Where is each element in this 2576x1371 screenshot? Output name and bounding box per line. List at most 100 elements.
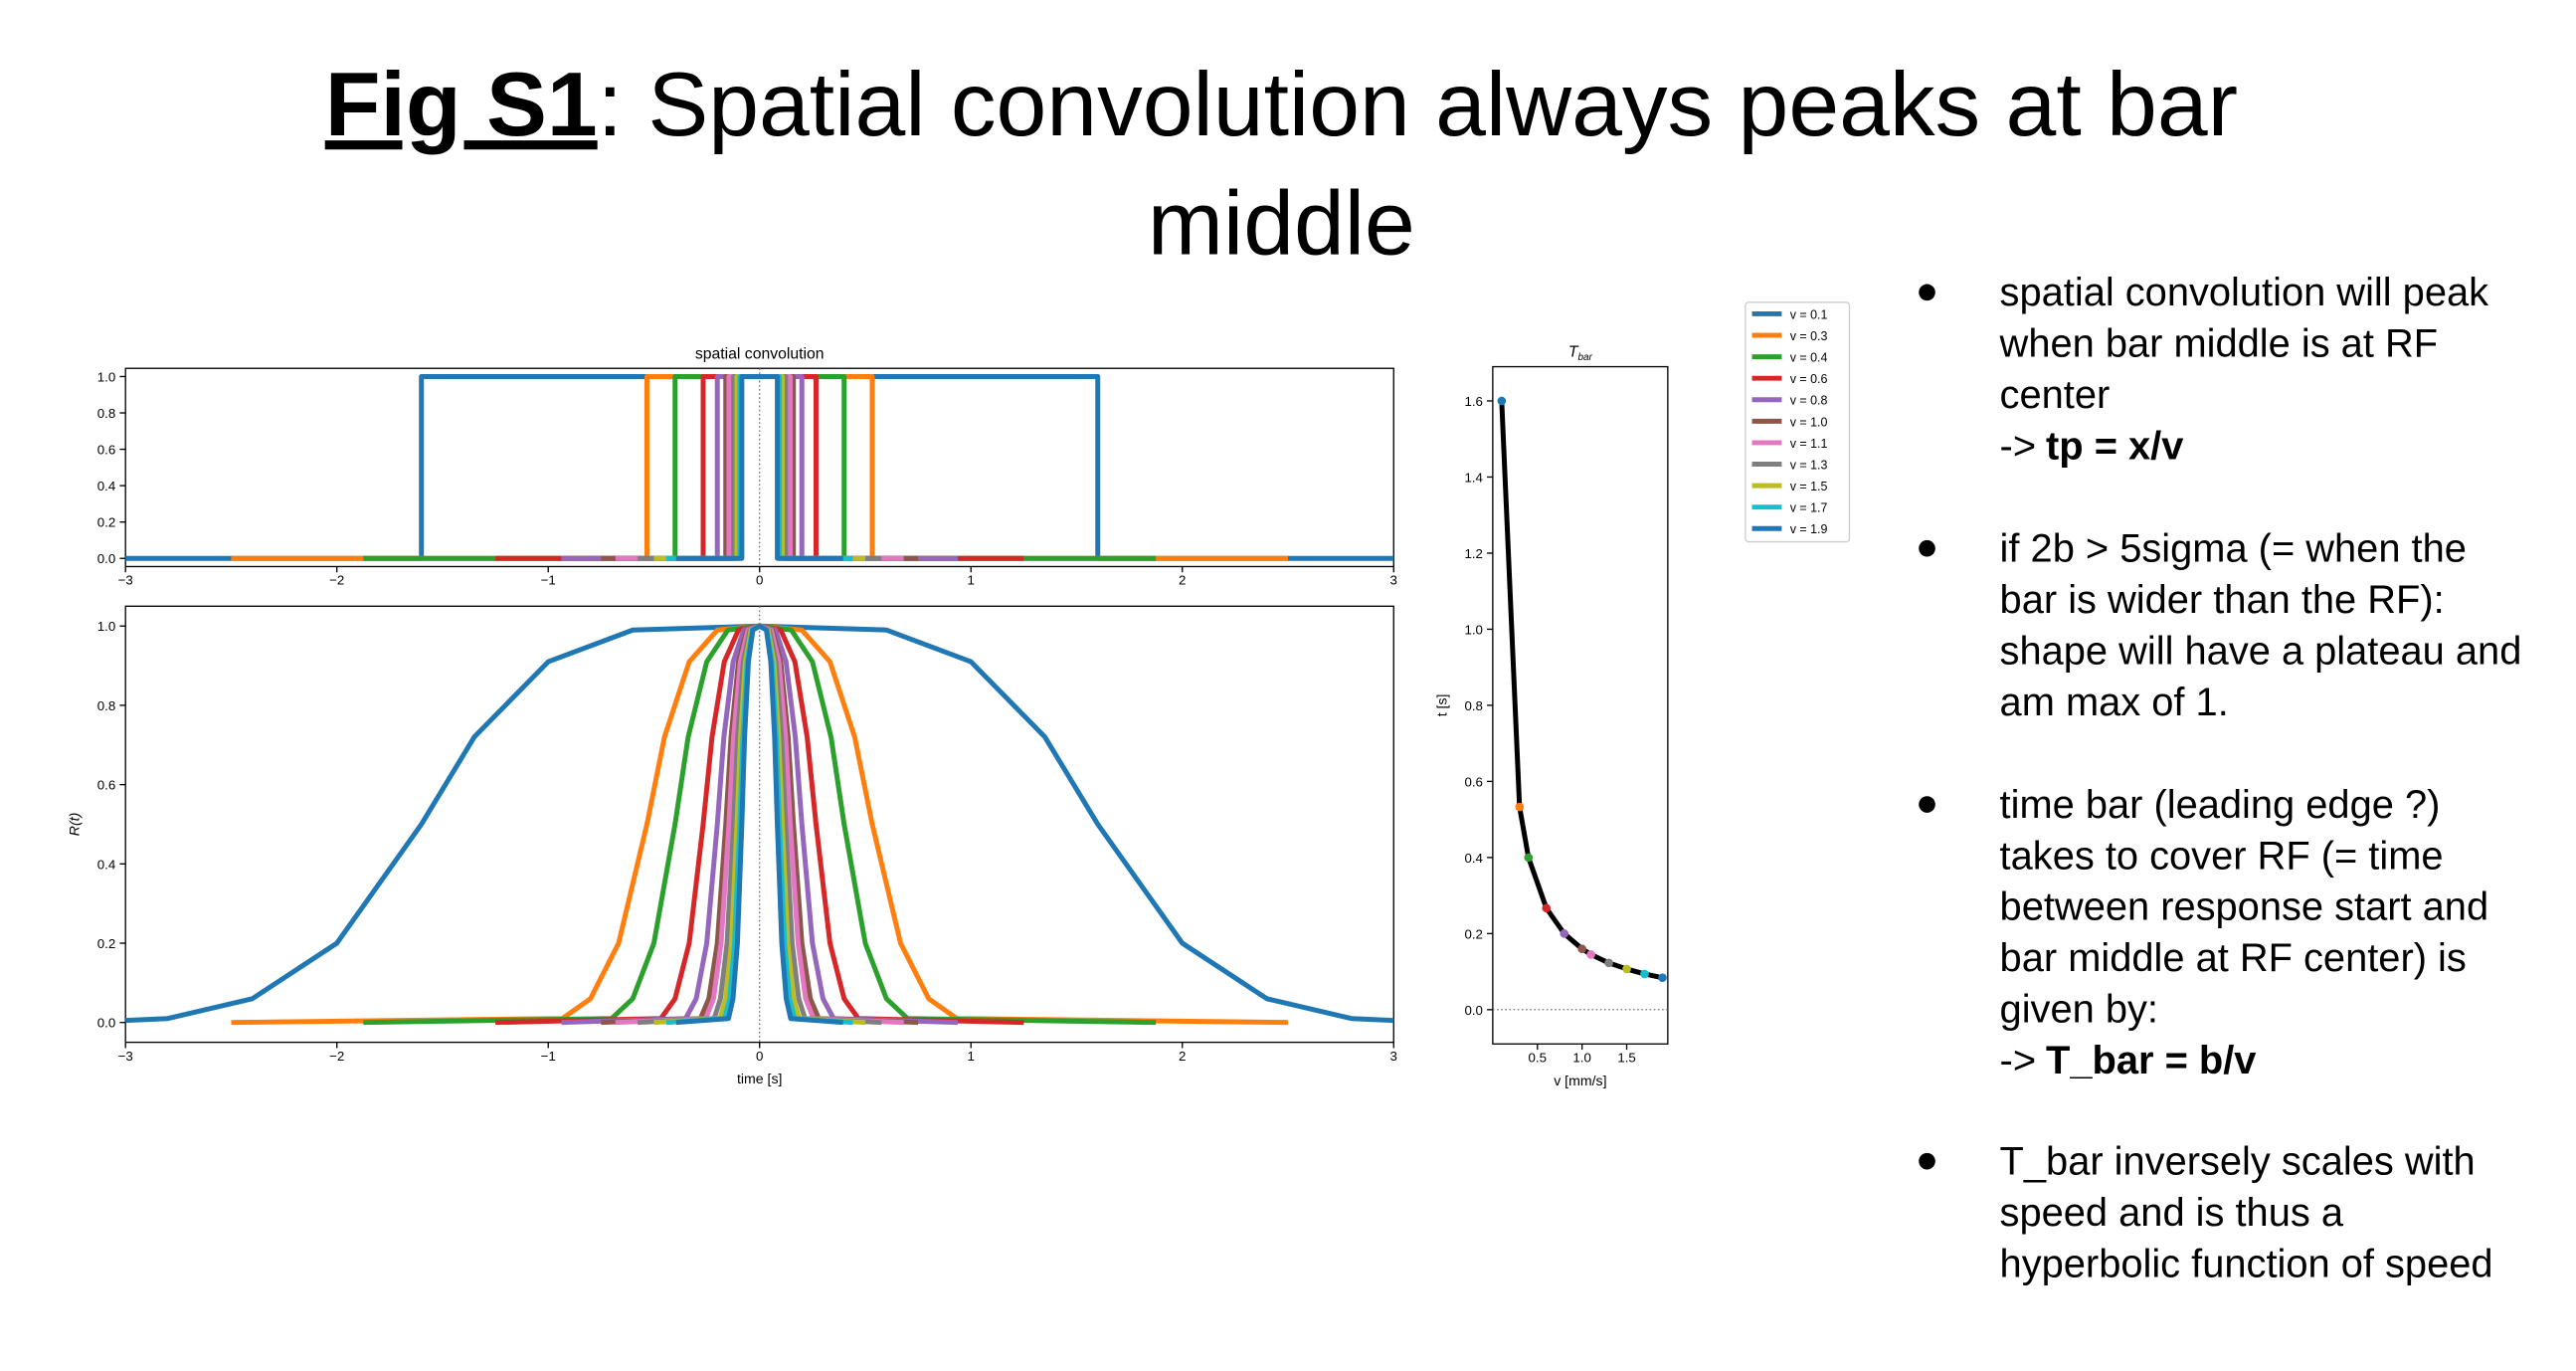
y-tick-label: 0.8 <box>97 698 115 713</box>
y-tick-label: 1.0 <box>97 619 115 634</box>
arrow: -> <box>2000 425 2037 469</box>
legend-label: v = 0.3 <box>1790 329 1828 343</box>
title-subscript: bar <box>1577 352 1592 363</box>
legend-label: v = 1.0 <box>1790 415 1828 429</box>
y-tick-label: 0.6 <box>1464 774 1482 789</box>
x-tick-label: 1.0 <box>1572 1051 1590 1066</box>
y-tick-label: 0.8 <box>1464 698 1482 713</box>
point <box>1497 396 1507 406</box>
legend-label: v = 1.1 <box>1790 437 1828 451</box>
title-main: spatial convolution <box>695 345 825 362</box>
x-tick-label: 0.5 <box>1529 1051 1547 1066</box>
bullet-dot <box>1919 1152 1935 1170</box>
y-tick-label: 0.4 <box>97 479 115 493</box>
y-tick-label: 1.0 <box>97 369 115 384</box>
bullet-text: shape will have a plateau and <box>2000 629 2522 673</box>
x-tick-label: 1.5 <box>1617 1051 1635 1066</box>
y-tick-label: 0.0 <box>97 551 115 566</box>
bullet-text: given by: <box>2000 988 2158 1032</box>
bullet-text: am max of 1. <box>2000 681 2229 724</box>
bullet-text: time bar (leading edge ?) <box>2000 783 2441 827</box>
y-axis-label: t [s] <box>1433 694 1449 717</box>
point <box>1640 969 1649 979</box>
y-tick-label: 1.6 <box>1464 394 1482 409</box>
point <box>1622 964 1631 974</box>
y-axis-label: R(t) <box>67 813 83 837</box>
figure-label: Fig S1 <box>325 54 598 155</box>
y-tick-label: 0.6 <box>97 443 115 458</box>
point <box>1560 929 1569 938</box>
x-tick-label: 0 <box>756 1049 763 1064</box>
bullet-text: speed and is thus a <box>2000 1191 2344 1235</box>
bullet-text: T_bar inversely scales with <box>2000 1139 2476 1183</box>
panel: −3 −2 −1 0 1 2 3 0.0 0.2 0.4 0.6 0.8 1.0 time [s] R(t) <box>67 605 1397 1086</box>
legend-label: v = 0.1 <box>1790 307 1828 321</box>
series-line <box>675 373 843 561</box>
x-tick-label: 3 <box>1390 573 1397 588</box>
panel-title: spatial convolution <box>695 345 825 362</box>
y-tick-label: 1.4 <box>1464 470 1482 485</box>
x-tick-label: −1 <box>541 1049 556 1064</box>
slide-title-line: middle <box>1148 173 1415 275</box>
title-text: : Spatial convolution always peaks at ba… <box>598 54 2238 155</box>
point <box>1577 944 1586 953</box>
y-tick-label: 0.8 <box>97 406 115 421</box>
panel: −3 −2 −1 0 1 2 3 0.0 0.2 0.4 0.6 0.8 1.0 spatial conv… <box>97 345 1397 587</box>
y-tick-label: 1.0 <box>1464 622 1482 637</box>
legend-label: v = 0.4 <box>1790 351 1828 365</box>
x-tick-label: −1 <box>541 573 556 588</box>
y-tick-label: 0.0 <box>1464 1003 1482 1018</box>
bullet-dot <box>1919 539 1935 557</box>
x-tick-label: 0 <box>756 573 763 588</box>
x-tick-label: 3 <box>1390 1049 1397 1064</box>
y-tick-label: 1.2 <box>1464 546 1482 561</box>
point <box>1658 973 1667 983</box>
title-main: T <box>1568 344 1579 361</box>
panel-title: Tbar <box>1568 344 1593 363</box>
bullet-text: center <box>2000 373 2111 417</box>
x-tick-label: 1 <box>968 1049 975 1064</box>
y-tick-label: 0.2 <box>1464 926 1482 941</box>
bullet-text: spatial convolution will peak <box>2000 271 2489 314</box>
x-axis-label: time [s] <box>737 1071 782 1086</box>
bullet-text: bar middle at RF center) is <box>2000 936 2467 980</box>
formula: tp = x/v <box>2046 425 2183 469</box>
x-tick-label: −2 <box>329 573 344 588</box>
y-tick-label: 0.2 <box>97 936 115 951</box>
series-line <box>675 623 843 1026</box>
bullet-dot <box>1919 796 1935 813</box>
bullet-text: hyperbolic function of speed <box>2000 1242 2493 1285</box>
bullet-text: when bar middle is at RF <box>1999 322 2439 366</box>
legend-frame <box>1745 301 1851 543</box>
legend-label: v = 1.7 <box>1790 501 1828 515</box>
y-tick-label: 0.6 <box>97 778 115 793</box>
bullet-result: -> tp = x/v <box>2000 425 2184 469</box>
point <box>1542 903 1552 913</box>
y-tick-label: 0.4 <box>97 857 115 872</box>
bullet-result: -> T_bar = b/v <box>2000 1039 2257 1082</box>
bullet-text: between response start and <box>2000 885 2489 929</box>
y-tick-label: 0.0 <box>97 1016 115 1031</box>
point <box>1524 853 1534 863</box>
formula: T_bar = b/v <box>2046 1039 2256 1082</box>
y-tick-label: 0.4 <box>1464 851 1482 866</box>
point <box>1586 950 1595 959</box>
y-tick-label: 0.2 <box>97 515 115 530</box>
bullet-text: if 2b > 5sigma (= when the <box>2000 526 2467 570</box>
slide-title: Fig S1: Spatial convolution always peaks… <box>325 54 2238 155</box>
arrow: -> <box>2000 1039 2037 1082</box>
x-tick-label: 2 <box>1179 573 1186 588</box>
x-tick-label: −3 <box>118 1049 133 1064</box>
legend-label: v = 1.5 <box>1790 480 1828 493</box>
point <box>1604 958 1613 968</box>
x-tick-label: −3 <box>118 573 133 588</box>
x-axis-label: v [mm/s] <box>1554 1073 1606 1088</box>
panel: 0.5 1.0 1.5 0.0 0.2 0.4 0.6 0.8 1.0 1.2 1.4 1.6 Tbar… <box>1433 344 1669 1088</box>
legend-label: v = 1.3 <box>1790 459 1828 473</box>
legend-label: v = 1.9 <box>1790 522 1828 536</box>
x-tick-label: 1 <box>968 573 975 588</box>
bullet-text: bar is wider than the RF): <box>2000 578 2445 622</box>
